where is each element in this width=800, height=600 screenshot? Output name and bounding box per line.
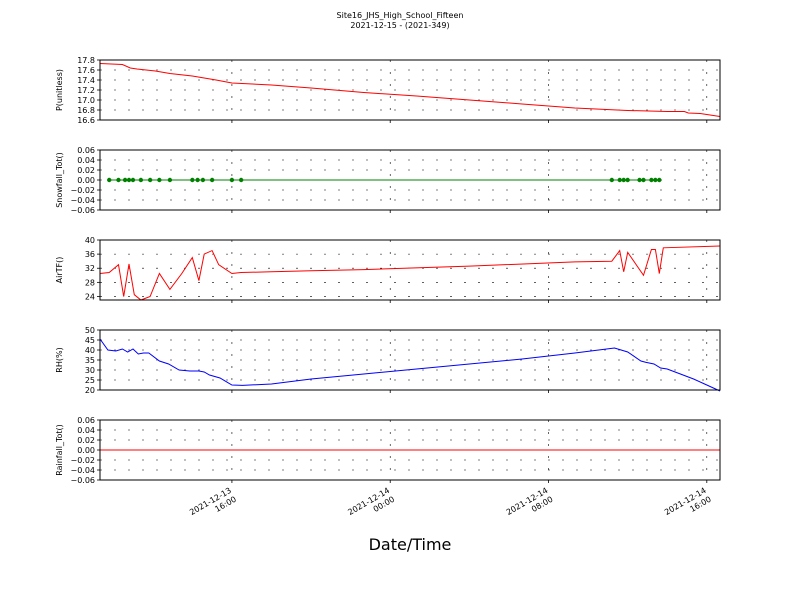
data-point	[238, 177, 244, 183]
data-point	[637, 177, 642, 183]
y-tick-label: −0.06	[70, 476, 95, 485]
data-point	[126, 177, 132, 183]
data-point	[122, 177, 128, 183]
data-point	[138, 177, 144, 183]
data-point	[209, 177, 215, 183]
y-tick-label: 0.06	[77, 146, 95, 155]
plot-frame	[99, 239, 721, 301]
y-tick-label: −0.04	[70, 196, 95, 205]
y-tick-label: −0.04	[70, 466, 95, 475]
plot-frame	[99, 149, 721, 211]
data-point	[167, 177, 173, 183]
y-tick-label: 17.8	[77, 56, 95, 65]
y-tick-label: 35	[85, 356, 95, 365]
y-axis-label: AirTF()	[55, 257, 64, 284]
y-tick-label: 0.00	[77, 176, 95, 185]
y-tick-label: 30	[85, 366, 95, 375]
data-point	[107, 177, 112, 183]
data-point	[641, 177, 646, 183]
y-tick-label: 17.4	[77, 76, 95, 85]
y-tick-label: 36	[85, 250, 95, 259]
y-tick-label: 16.8	[77, 106, 95, 115]
y-tick-label: 40	[85, 236, 95, 245]
x-tick-label: 2021-12-1416:00	[663, 486, 713, 526]
data-point	[147, 177, 153, 183]
y-tick-label: 17.6	[77, 66, 95, 75]
y-tick-label: −0.02	[70, 456, 95, 465]
y-tick-label: −0.02	[70, 186, 95, 195]
y-tick-label: 40	[85, 346, 95, 355]
x-axis-label: Date/Time	[368, 535, 452, 554]
series-line	[99, 245, 721, 301]
data-point	[157, 177, 162, 183]
y-tick-label: 16.6	[77, 116, 95, 125]
y-axis-label: RH(%)	[55, 347, 64, 372]
data-point	[657, 177, 662, 183]
y-tick-label: 0.06	[77, 416, 95, 425]
y-tick-label: 20	[85, 386, 95, 395]
data-point	[625, 177, 630, 183]
y-axis-label: Rainfall_Tot()	[55, 424, 64, 476]
chart-title: Site16_JHS_High_School_Fifteen	[336, 11, 464, 20]
y-tick-label: 25	[85, 376, 95, 385]
data-point	[609, 177, 615, 183]
chart-subtitle: 2021-12-15 - (2021-349)	[350, 21, 450, 30]
y-tick-label: 28	[85, 278, 95, 287]
y-tick-label: 32	[85, 264, 95, 273]
y-tick-label: −0.06	[70, 206, 95, 215]
data-point	[649, 177, 654, 183]
series-line	[99, 338, 721, 392]
data-point	[190, 177, 195, 183]
data-point	[130, 177, 136, 183]
y-tick-label: 0.02	[77, 166, 95, 175]
x-tick-label: 2021-12-1400:00	[346, 486, 396, 526]
y-tick-label: 0.00	[77, 446, 95, 455]
y-tick-label: 17.0	[77, 96, 95, 105]
data-point	[200, 177, 206, 183]
data-point	[617, 177, 622, 183]
plot-frame	[99, 419, 721, 481]
y-tick-label: 50	[85, 326, 95, 335]
y-tick-label: 0.02	[77, 436, 95, 445]
y-axis-label: Snowfall_Tot()	[55, 152, 64, 208]
data-point	[621, 177, 626, 183]
data-point	[116, 177, 121, 183]
data-point	[653, 177, 658, 183]
y-tick-label: 0.04	[77, 156, 95, 165]
data-point	[195, 177, 200, 183]
x-tick-label: 2021-12-1316:00	[188, 486, 238, 526]
y-tick-label: 0.04	[77, 426, 95, 435]
data-point	[229, 177, 235, 183]
y-tick-label: 24	[85, 292, 95, 301]
y-tick-label: 45	[85, 336, 95, 345]
series-line	[99, 63, 721, 117]
x-tick-label: 2021-12-1408:00	[505, 486, 555, 526]
y-axis-label: P(unitless)	[55, 69, 64, 111]
plot-frame	[99, 329, 721, 391]
y-tick-label: 17.2	[77, 86, 95, 95]
plot-frame	[99, 59, 721, 121]
